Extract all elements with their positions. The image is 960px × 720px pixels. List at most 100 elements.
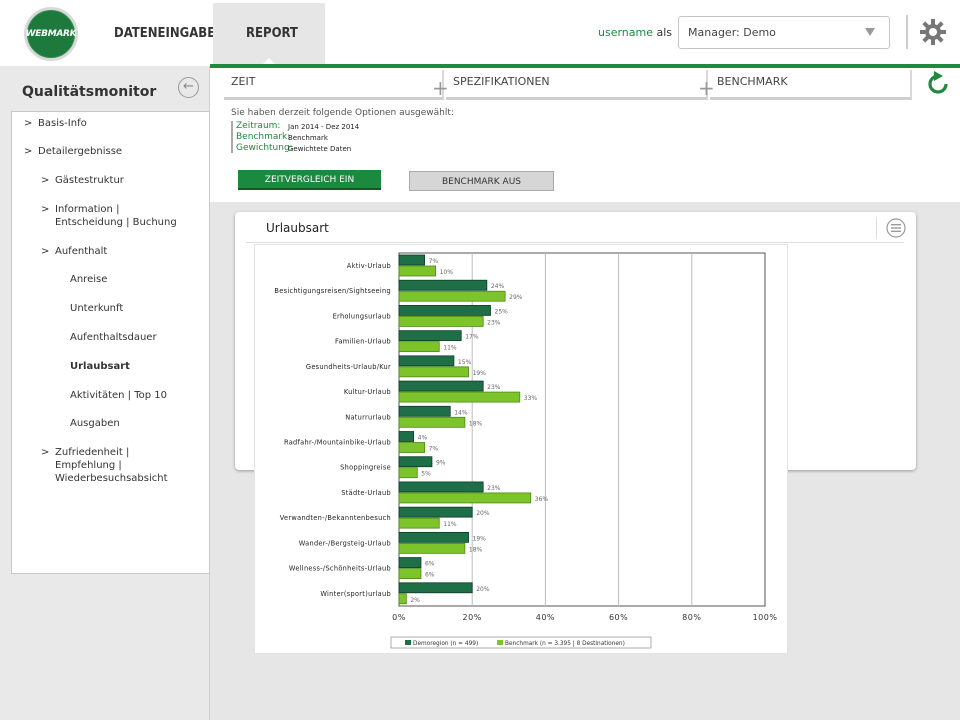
- sidebar-item-aktivitaeten[interactable]: Aktivitäten | Top 10: [70, 389, 167, 402]
- value-label: 5%: [421, 471, 431, 478]
- sidebar-arrow: >: [41, 447, 50, 458]
- category-label: Winter(sport)urlaub: [320, 590, 391, 598]
- sidebar-item-label: Urlaubsart: [70, 361, 130, 372]
- option-row-gewichtung: Gewichtung: Gewichtete Daten: [236, 143, 359, 154]
- option-value: Benchmark: [288, 134, 328, 142]
- bar-benchmark: [398, 517, 440, 529]
- username-text: username: [598, 26, 653, 39]
- zeitvergleich-button[interactable]: ZEITVERGLEICH EIN: [238, 170, 381, 190]
- bar-benchmark: [398, 316, 484, 327]
- tab-zeit-label: ZEIT: [231, 75, 256, 88]
- sidebar-item-label: Detailergebnisse: [38, 146, 123, 157]
- menu-icon[interactable]: [886, 218, 906, 238]
- value-label: 23%: [487, 319, 501, 326]
- bar-demoregion: [398, 254, 426, 266]
- bar-benchmark: [398, 366, 469, 378]
- x-tick-label: 0%: [392, 613, 406, 622]
- header-accent-line: [210, 64, 960, 68]
- sidebar-item-label: Gästestruktur: [55, 175, 124, 186]
- card-header-separator: [876, 217, 877, 239]
- sidebar-item-label: Aufenthaltsdauer: [70, 332, 157, 343]
- sidebar-title: Qualitätsmonitor: [22, 84, 157, 100]
- sidebar-item-label: Information |: [55, 204, 120, 215]
- sidebar-arrow: >: [41, 204, 50, 215]
- bar-benchmark: [398, 442, 426, 453]
- sidebar-item-information[interactable]: > Information | Entscheidung | Buchung: [41, 203, 177, 229]
- sidebar-item-anreise[interactable]: Anreise: [70, 273, 107, 286]
- manager-select-value: Manager: Demo: [688, 26, 776, 39]
- value-label: 20%: [476, 586, 490, 593]
- arrow-left-circle-icon[interactable]: ←: [178, 77, 199, 98]
- refresh-icon[interactable]: [924, 70, 952, 98]
- user-info: username als: [598, 26, 672, 39]
- benchmark-button[interactable]: BENCHMARK AUS: [409, 171, 554, 191]
- category-label: Wellness-/Schönheits-Urlaub: [289, 565, 391, 573]
- value-label: 4%: [418, 435, 428, 442]
- category-label: Erholungsurlaub: [333, 312, 391, 320]
- sidebar-item-gaestestruktur[interactable]: > Gästestruktur: [41, 174, 124, 187]
- value-label: 10%: [440, 269, 454, 276]
- bar-demoregion: [398, 380, 484, 392]
- tab-spezifikationen[interactable]: SPEZIFIKATIONEN: [446, 70, 708, 100]
- sidebar-item-ausgaben[interactable]: Ausgaben: [70, 417, 120, 430]
- sidebar-item-label: Zufriedenheit |: [55, 447, 130, 458]
- sidebar-item-unterkunft[interactable]: Unterkunft: [70, 302, 123, 315]
- sidebar-arrow: >: [24, 118, 33, 129]
- bar-demoregion: [398, 531, 469, 543]
- sidebar-arrow: >: [41, 246, 50, 257]
- bar-benchmark: [398, 391, 521, 403]
- value-label: 23%: [487, 384, 501, 391]
- gear-icon[interactable]: [918, 17, 948, 47]
- sidebar-item-basis-info[interactable]: > Basis-Info: [24, 117, 87, 130]
- bar-benchmark: [398, 593, 407, 605]
- value-label: 25%: [495, 308, 509, 315]
- header-divider: [906, 15, 908, 49]
- value-label: 7%: [429, 258, 439, 265]
- tab-dateneingabe[interactable]: DATENEINGABE: [102, 3, 215, 64]
- tab-benchmark-label: BENCHMARK: [717, 75, 788, 88]
- value-label: 11%: [443, 521, 457, 528]
- tab-spezifikationen-label: SPEZIFIKATIONEN: [453, 75, 550, 88]
- sidebar-item-aufenthaltsdauer[interactable]: Aufenthaltsdauer: [70, 331, 157, 344]
- value-label: 19%: [473, 370, 487, 377]
- sidebar-item-zufriedenheit[interactable]: > Zufriedenheit | Empfehlung | Wiederbesu…: [41, 446, 168, 485]
- plus-icon[interactable]: +: [432, 76, 449, 100]
- webmark-logo[interactable]: WEBMARK: [24, 7, 78, 61]
- bar-demoregion: [398, 305, 491, 316]
- legend-box: [390, 636, 652, 649]
- sidebar-item-detailergebnisse[interactable]: > Detailergebnisse: [24, 145, 122, 158]
- username-suffix: als: [656, 26, 673, 39]
- sidebar-item-aufenthalt[interactable]: > Aufenthalt: [41, 245, 107, 258]
- value-label: 18%: [469, 420, 483, 427]
- options-summary: Zeitraum: Jan 2014 - Dez 2014 Benchmark:…: [231, 121, 359, 153]
- tab-zeit[interactable]: ZEIT: [224, 70, 444, 100]
- sidebar-item-label: Unterkunft: [70, 303, 124, 314]
- sidebar-item-label: Basis-Info: [38, 118, 87, 129]
- chevron-down-icon: [865, 28, 875, 36]
- top-header: WEBMARK DATENEINGABE REPORT username als…: [0, 0, 960, 66]
- category-label: Gesundheits-Urlaub/Kur: [306, 363, 391, 371]
- value-label: 33%: [524, 395, 538, 402]
- value-label: 7%: [429, 446, 439, 453]
- sidebar-item-label: Anreise: [70, 274, 108, 285]
- bar-demoregion: [398, 582, 473, 594]
- bar-benchmark: [398, 341, 440, 353]
- plus-icon[interactable]: +: [698, 76, 715, 100]
- category-label: Besichtigungsreisen/Sightseeing: [274, 287, 391, 295]
- bar-demoregion: [398, 456, 433, 468]
- value-label: 14%: [454, 409, 468, 416]
- manager-select[interactable]: Manager: Demo: [678, 16, 890, 49]
- tab-report[interactable]: REPORT: [213, 3, 325, 64]
- value-label: 36%: [535, 496, 549, 503]
- category-label: Familien-Urlaub: [335, 338, 391, 346]
- sidebar-item-label-line2: Entscheidung | Buchung: [55, 217, 177, 228]
- sidebar-item-urlaubsart[interactable]: Urlaubsart: [70, 360, 130, 373]
- bar-demoregion: [398, 431, 415, 442]
- tab-report-label: REPORT: [246, 26, 298, 41]
- option-row-benchmark: Benchmark: Benchmark: [236, 132, 359, 143]
- tab-benchmark[interactable]: BENCHMARK: [710, 70, 912, 100]
- x-tick-label: 80%: [682, 613, 701, 622]
- category-label: Wander-/Bergsteig-Urlaub: [299, 539, 391, 547]
- card-title: Urlaubsart: [266, 221, 329, 235]
